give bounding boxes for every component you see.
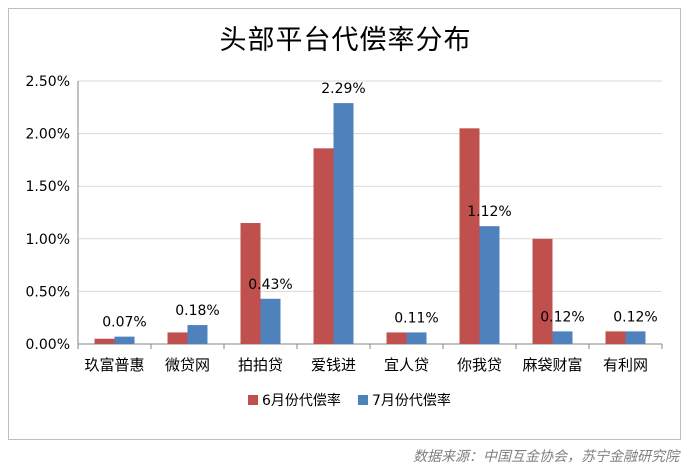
- bar-june: [94, 338, 115, 344]
- y-tick-label: 1.50%: [26, 179, 70, 195]
- bar-june: [386, 332, 407, 344]
- bar-july: [479, 226, 500, 344]
- bar-june: [313, 148, 334, 344]
- y-tick-label: 2.00%: [26, 127, 70, 143]
- bar-july: [333, 103, 354, 344]
- data-label: 0.07%: [102, 315, 146, 331]
- x-tick-label: 爱钱进: [311, 356, 356, 374]
- x-tick-label: 玖富普惠: [84, 356, 144, 374]
- bar-june: [532, 238, 553, 344]
- x-tick-label: 拍拍贷: [238, 356, 283, 374]
- bar-june: [605, 331, 626, 344]
- bar-june: [459, 128, 480, 344]
- bar-june: [240, 223, 261, 344]
- data-label: 0.18%: [175, 303, 219, 319]
- legend-swatch: [358, 395, 368, 405]
- x-tick-label: 你我贷: [457, 356, 502, 374]
- bar-july: [625, 331, 646, 344]
- x-tick-label: 微贷网: [165, 356, 210, 374]
- y-tick-label: 2.50%: [26, 74, 70, 90]
- data-label: 0.43%: [248, 277, 292, 293]
- data-label: 0.11%: [394, 310, 438, 326]
- x-tick-label: 麻袋财富: [522, 356, 582, 374]
- bar-july: [552, 331, 573, 344]
- bar-july: [406, 332, 427, 344]
- y-tick-label: 0.00%: [26, 337, 70, 353]
- data-label: 1.12%: [467, 204, 511, 220]
- bar-july: [114, 336, 135, 344]
- data-label: 0.12%: [613, 309, 657, 325]
- bar-july: [260, 298, 281, 344]
- data-source-note: 数据来源：中国互金协会，苏宁金融研究院: [413, 449, 679, 465]
- data-label: 0.12%: [540, 309, 584, 325]
- bar-july: [187, 325, 208, 344]
- legend-swatch: [248, 395, 258, 405]
- legend-label: 7月份代偿率: [372, 392, 451, 409]
- bar-june: [167, 332, 188, 344]
- x-tick-label: 有利网: [603, 356, 648, 374]
- legend-label: 6月份代偿率: [262, 392, 341, 409]
- y-tick-label: 1.00%: [26, 232, 70, 248]
- x-tick-label: 宜人贷: [384, 356, 429, 374]
- chart-title: 头部平台代偿率分布: [219, 25, 472, 56]
- data-label: 2.29%: [321, 81, 365, 97]
- y-tick-label: 0.50%: [26, 284, 70, 300]
